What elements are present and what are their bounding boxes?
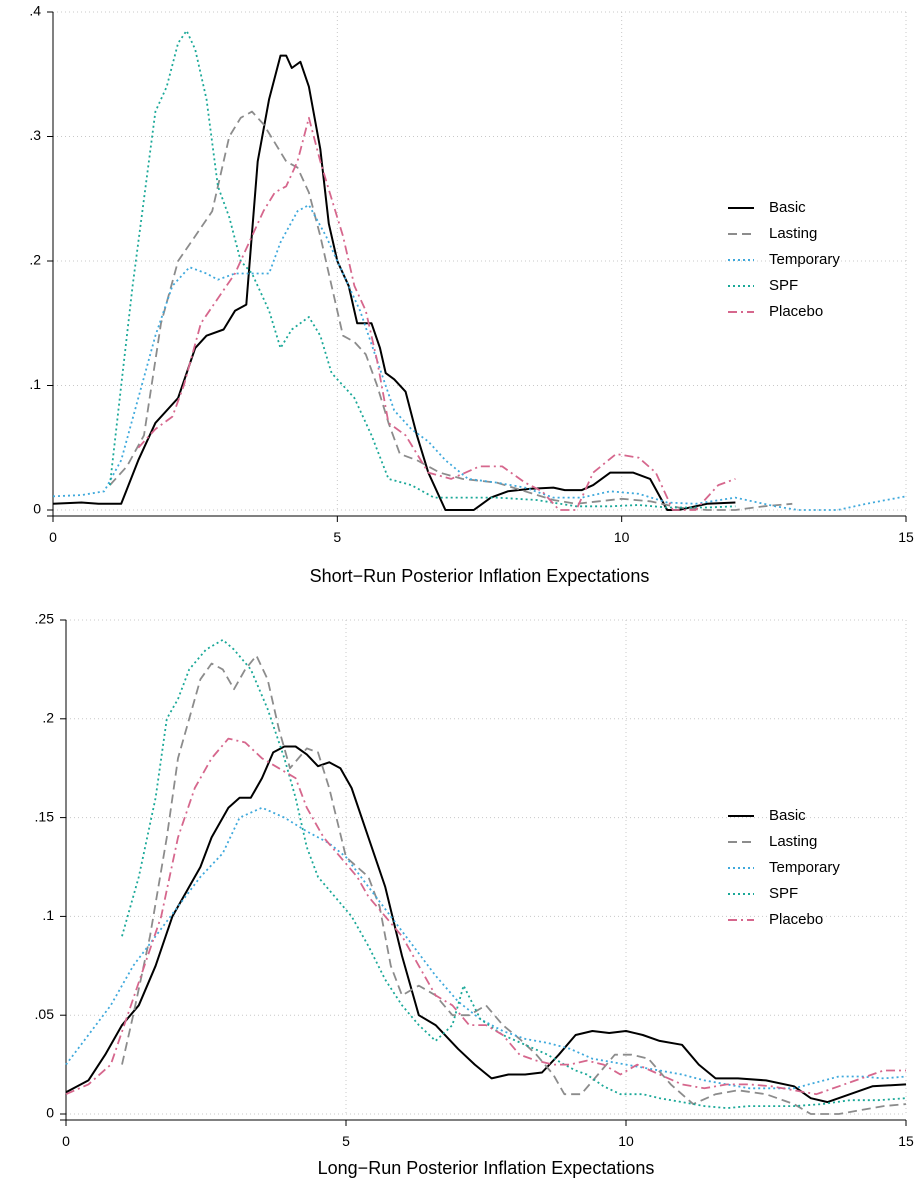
legend-label-temporary: Temporary [769,251,840,268]
legend-label-basic: Basic [769,807,806,824]
legend-label-spf: SPF [769,277,798,294]
series-line-placebo [137,116,736,511]
y-tick-label: .1 [29,376,41,392]
legend-label-temporary: Temporary [769,859,840,876]
x-tick-label: 5 [342,1133,350,1149]
legend-label-placebo: Placebo [769,911,823,928]
x-tick-label: 15 [898,529,914,545]
x-tick-label: 5 [333,529,341,545]
long-run-chart: 0 .05 .1 .15 .2 .25 0 5 10 15 Basic Lasting Temporar… [35,611,914,1178]
series-line-spf [109,29,736,509]
legend-label-lasting: Lasting [769,225,817,242]
legend-label-spf: SPF [769,885,798,902]
series-line-placebo [65,737,906,1096]
series-line-spf [121,638,907,1109]
legend-label-placebo: Placebo [769,303,823,320]
y-tick-label: .2 [42,710,54,726]
x-tick-label: 10 [614,529,630,545]
y-tick-label: 0 [33,501,41,517]
series-line-basic [52,54,736,511]
series-line-basic [65,745,907,1104]
x-axis-title: Short−Run Posterior Inflation Expectatio… [310,566,650,586]
y-tick-label: .05 [35,1006,55,1022]
series-line-temporary [52,204,907,511]
y-tick-label: .25 [35,611,55,627]
x-tick-label: 15 [898,1133,914,1149]
short-run-chart: 0 .1 .2 .3 .4 0 5 10 15 Basic Lasting Temporary SPF P… [29,3,914,586]
y-tick-label: .4 [29,3,41,19]
y-tick-label: 0 [46,1105,54,1121]
legend-label-basic: Basic [769,199,806,216]
x-tick-label: 10 [618,1133,634,1149]
y-tick-label: .1 [42,907,54,923]
series-line-lasting [109,110,793,511]
x-tick-label: 0 [49,529,57,545]
y-tick-label: .3 [29,127,41,143]
legend-label-lasting: Lasting [769,833,817,850]
y-tick-label: .2 [29,252,41,268]
x-tick-label: 0 [62,1133,70,1149]
y-tick-label: .15 [35,808,55,824]
x-axis-title: Long−Run Posterior Inflation Expectation… [318,1158,655,1178]
